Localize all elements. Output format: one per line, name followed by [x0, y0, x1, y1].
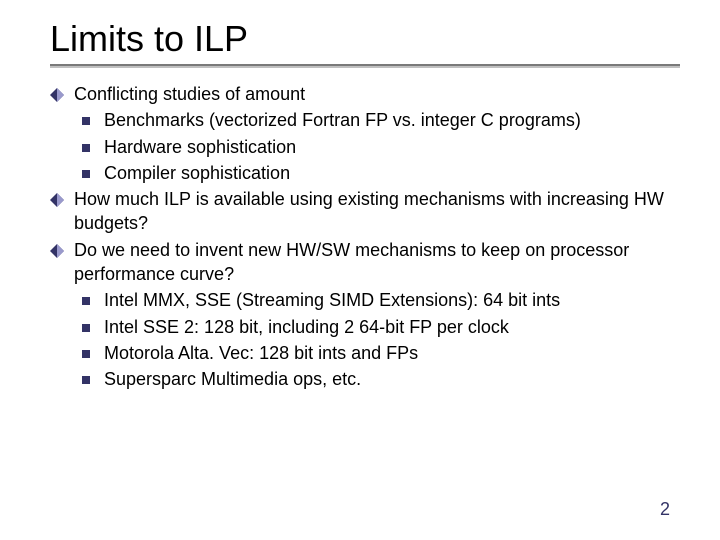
bullet-text: Motorola Alta. Vec: 128 bit ints and FPs — [104, 341, 680, 365]
bullet-text: How much ILP is available using existing… — [74, 187, 680, 236]
square-icon — [82, 324, 90, 332]
sub-bullet-item-1c: Compiler sophistication — [82, 161, 680, 185]
title-underline — [50, 64, 680, 68]
bullet-text: Do we need to invent new HW/SW mechanism… — [74, 238, 680, 287]
bullet-text: Conflicting studies of amount — [74, 82, 680, 106]
diamond-icon — [50, 193, 64, 207]
square-icon — [82, 350, 90, 358]
page-number: 2 — [660, 499, 670, 520]
bullet-item-1: Conflicting studies of amount — [50, 82, 680, 106]
square-icon — [82, 144, 90, 152]
bullet-text: Hardware sophistication — [104, 135, 680, 159]
square-icon — [82, 170, 90, 178]
square-icon — [82, 297, 90, 305]
bullet-item-3: Do we need to invent new HW/SW mechanism… — [50, 238, 680, 287]
sub-bullet-item-1b: Hardware sophistication — [82, 135, 680, 159]
bullet-item-2: How much ILP is available using existing… — [50, 187, 680, 236]
bullet-text: Compiler sophistication — [104, 161, 680, 185]
square-icon — [82, 117, 90, 125]
sub-bullet-item-3d: Supersparc Multimedia ops, etc. — [82, 367, 680, 391]
sub-bullet-item-3a: Intel MMX, SSE (Streaming SIMD Extension… — [82, 288, 680, 312]
slide-content: Conflicting studies of amount Benchmarks… — [50, 82, 680, 392]
bullet-text: Supersparc Multimedia ops, etc. — [104, 367, 680, 391]
bullet-text: Benchmarks (vectorized Fortran FP vs. in… — [104, 108, 680, 132]
slide-title: Limits to ILP — [50, 18, 680, 60]
bullet-text: Intel SSE 2: 128 bit, including 2 64-bit… — [104, 315, 680, 339]
slide: Limits to ILP Conflicting studies of amo… — [0, 0, 720, 392]
sub-bullet-item-1a: Benchmarks (vectorized Fortran FP vs. in… — [82, 108, 680, 132]
square-icon — [82, 376, 90, 384]
diamond-icon — [50, 244, 64, 258]
sub-bullet-item-3c: Motorola Alta. Vec: 128 bit ints and FPs — [82, 341, 680, 365]
sub-bullet-item-3b: Intel SSE 2: 128 bit, including 2 64-bit… — [82, 315, 680, 339]
bullet-text: Intel MMX, SSE (Streaming SIMD Extension… — [104, 288, 680, 312]
diamond-icon — [50, 88, 64, 102]
